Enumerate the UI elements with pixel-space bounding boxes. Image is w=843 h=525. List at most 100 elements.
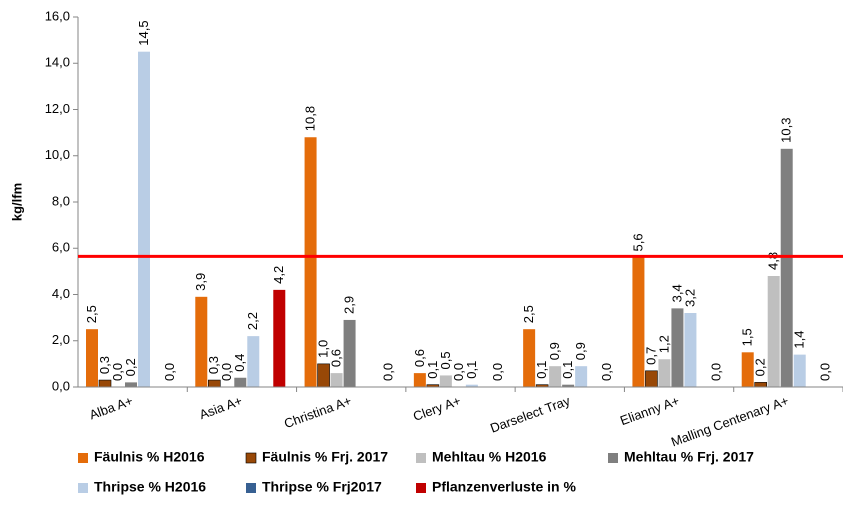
bar [549,366,562,387]
value-label: 1,2 [656,335,671,353]
bar [247,336,260,387]
value-label: 5,6 [630,233,645,251]
value-label: 3,2 [682,289,697,307]
legend-swatch [416,453,426,463]
legend-swatch [245,452,257,464]
legend-label: Fäulnis % H2016 [94,449,205,465]
bar [195,296,208,387]
value-label: 2,5 [84,305,99,323]
value-label: 4,2 [271,266,286,284]
value-label: 0,5 [438,351,453,369]
legend-label: Fäulnis % Frj. 2017 [262,449,388,465]
value-label: 0,1 [464,361,479,379]
legend-swatch [608,453,618,463]
legend-label: Pflanzenverluste in % [432,479,576,495]
legend-swatch [78,453,88,463]
bar [330,373,343,387]
legend-label: Thripse % H2016 [94,479,206,495]
bar [575,366,588,387]
value-label: 0,6 [329,349,344,367]
bar [523,329,536,387]
x-tick-label: Clery A+ [411,393,463,424]
value-label: 0,9 [573,342,588,360]
y-tick-label: 6,0 [52,240,70,255]
x-tick-label: Asia A+ [197,393,244,422]
legend-label: Thripse % Frj2017 [262,479,382,495]
y-axis-label: kg/lfm [9,183,24,221]
value-label: 0,0 [599,363,614,381]
x-tick-label: Malling Centenary A+ [669,393,791,449]
x-tick-label: Elianny A+ [618,393,681,428]
value-label: 10,3 [779,118,794,143]
bar [632,257,645,387]
bar [562,384,575,387]
y-tick-label: 0,0 [52,378,70,393]
value-label: 2,9 [342,296,357,314]
bar [754,382,768,388]
bar [86,329,98,387]
bar [343,319,356,387]
value-label: 0,0 [818,363,833,381]
value-label: 0,0 [110,363,125,381]
y-tick-label: 4,0 [52,286,70,301]
value-label: 2,2 [245,312,260,330]
bar [658,359,671,387]
value-label: 0,6 [412,349,427,367]
value-label: 0,3 [97,356,112,374]
value-label: 4,8 [766,252,781,270]
value-label: 14,5 [136,20,151,45]
y-tick-label: 2,0 [52,332,70,347]
bar [741,352,754,387]
value-label: 1,5 [740,328,755,346]
value-label: 0,3 [206,356,221,374]
bar [793,354,806,387]
y-tick-label: 14,0 [45,55,70,70]
value-label: 0,2 [123,358,138,376]
value-label: 3,4 [669,284,684,302]
legend-label: Mehltau % Frj. 2017 [624,449,754,465]
value-label: 0,0 [451,363,466,381]
bar [304,137,317,387]
value-label: 0,7 [643,347,658,365]
legend-swatch [78,483,88,493]
x-tick-label: Christina A+ [282,393,353,431]
y-tick-label: 8,0 [52,193,70,208]
bar [780,148,793,387]
value-label: 0,0 [219,363,234,381]
bar [125,382,137,387]
legend-label: Mehltau % H2016 [432,449,547,465]
value-label: 0,2 [753,358,768,376]
bar [273,289,286,387]
value-label: 0,1 [534,361,549,379]
value-label: 10,8 [303,106,318,131]
bar [234,377,247,387]
y-tick-label: 10,0 [45,147,70,162]
x-tick-label: Darselect Tray [488,393,572,436]
bar [767,276,780,387]
value-label: 2,5 [521,305,536,323]
value-label: 0,1 [560,361,575,379]
bar [138,51,150,387]
bar [671,308,684,387]
value-label: 0,0 [708,363,723,381]
bar [465,384,478,387]
y-tick-label: 12,0 [45,101,70,116]
value-label: 3,9 [193,273,208,291]
bar [439,375,452,387]
bar [413,373,426,387]
bar [684,313,697,387]
value-label: 0,0 [490,363,505,381]
value-label: 0,0 [162,363,177,381]
value-label: 1,0 [316,340,331,358]
legend-swatch [246,483,256,493]
bar [645,370,658,388]
value-label: 1,4 [792,331,807,349]
value-label: 0,9 [547,342,562,360]
legend-swatch [416,483,426,493]
value-label: 0,0 [381,363,396,381]
value-label: 0,4 [232,354,247,372]
y-tick-label: 16,0 [45,8,70,23]
value-label: 0,1 [425,361,440,379]
x-tick-label: Alba A+ [87,393,135,423]
